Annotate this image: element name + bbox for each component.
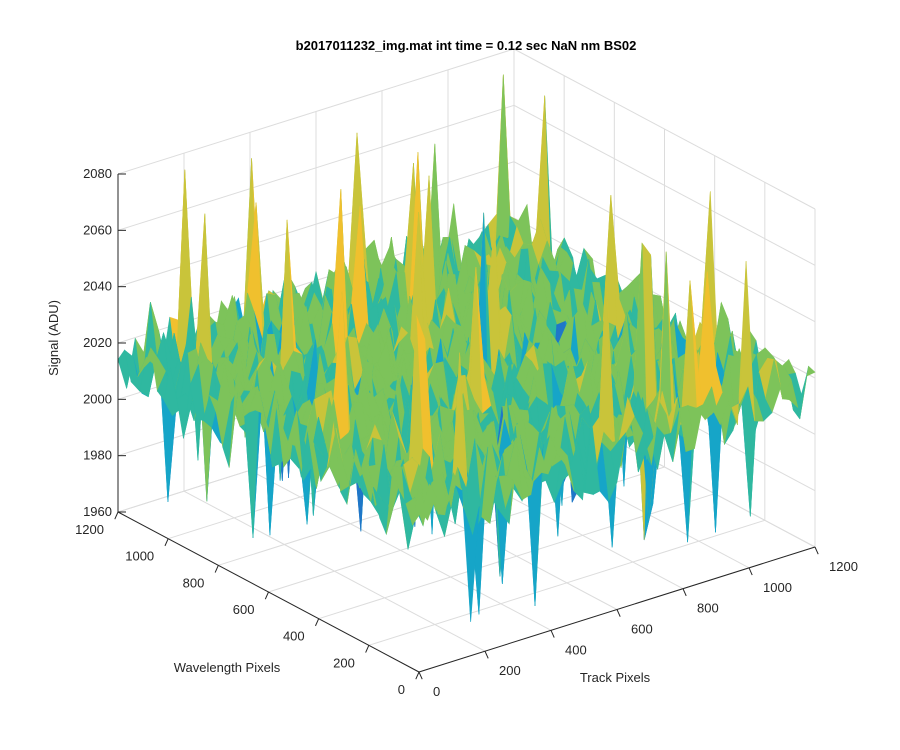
x-tick-label: 1200 — [829, 559, 858, 574]
z-tick-label: 2000 — [83, 391, 112, 406]
y-tick — [264, 591, 269, 600]
z-tick-label: 2020 — [83, 335, 112, 350]
x-tick-label: 800 — [697, 601, 719, 616]
tick-labels: 0 200 400 600 800 1000 1200 0 200 400 600 800 1000 12… — [75, 166, 858, 699]
z-tick-label: 2040 — [83, 279, 112, 294]
x-tick — [418, 671, 423, 680]
x-tick-label: 0 — [433, 684, 440, 699]
x-tick-label: 600 — [631, 622, 653, 637]
x-tick-label: 200 — [499, 663, 521, 678]
x-tick — [682, 588, 687, 597]
y-tick — [415, 671, 420, 680]
y-tick — [214, 565, 219, 573]
z-tick-label: 1980 — [83, 448, 112, 463]
y-tick-label: 600 — [233, 602, 255, 617]
x-tick — [616, 609, 621, 617]
x-tick — [484, 650, 489, 659]
x-tick-label: 400 — [565, 642, 587, 657]
y-tick-label: 200 — [333, 655, 355, 670]
x-axis-label: Track Pixels — [580, 670, 651, 685]
grid-line — [117, 48, 515, 175]
x-tick — [814, 546, 819, 555]
z-tick-label: 2080 — [83, 166, 112, 181]
y-tick-label: 1000 — [125, 549, 154, 564]
grid-line — [513, 161, 816, 323]
surface-plot — [117, 74, 816, 622]
y-tick-label: 0 — [398, 682, 405, 697]
x-tick-label: 1000 — [763, 580, 792, 595]
z-tick-label: 2060 — [83, 222, 112, 237]
x-tick — [550, 630, 555, 638]
z-axis-label: Signal (ADU) — [46, 300, 61, 376]
grid-line — [513, 104, 816, 266]
grid-line — [368, 519, 765, 646]
y-tick — [164, 538, 169, 547]
y-tick-label: 400 — [283, 629, 305, 644]
y-tick — [114, 511, 119, 520]
y-tick-label: 1200 — [75, 522, 104, 537]
grid-line — [513, 48, 816, 210]
y-axis-label: Wavelength Pixels — [174, 660, 281, 675]
surface-patch — [412, 484, 428, 525]
chart-title: b2017011232_img.mat int time = 0.12 sec … — [296, 38, 637, 53]
z-tick-label: 1960 — [83, 504, 112, 519]
y-tick-label: 800 — [183, 575, 205, 590]
y-tick — [315, 618, 320, 627]
y-tick — [365, 645, 370, 653]
x-tick — [748, 567, 753, 576]
